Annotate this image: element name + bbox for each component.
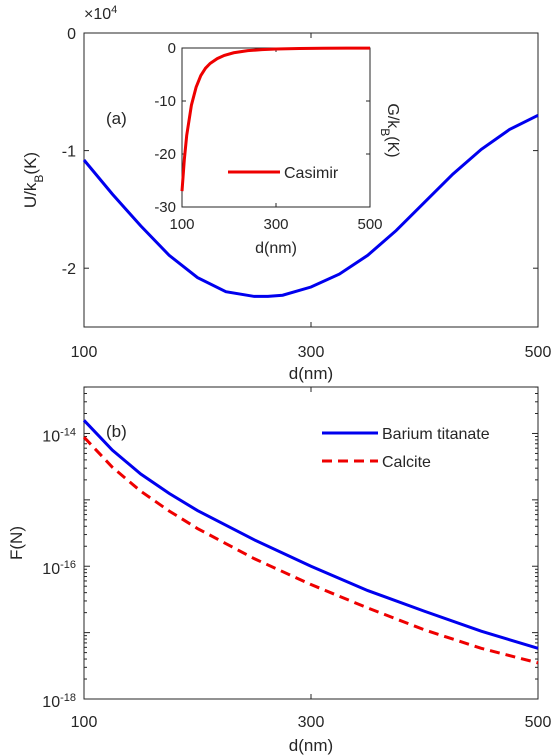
panel-label-a: (a) [106,109,127,128]
series-line-b [82,436,539,665]
inset-x-tick-label: 500 [357,216,382,233]
inset-y-tick-label: 0 [168,40,176,57]
panel-b: 100 300 500 10-14 10-16 10-18 Barium titanate C… [7,386,552,755]
panel-label-b: (b) [106,422,127,441]
inset-y-tick-label: -10 [154,93,176,110]
x-axis-label-b: d(nm) [289,736,333,755]
inset-y-tick-label: -20 [154,146,176,163]
y-tick-label-a: 0 [67,26,76,43]
x-tick-label-a: 100 [71,344,98,361]
y-tick-label-b: 10-16 [42,559,76,578]
x-tick-label-a: 500 [525,344,552,361]
inset-x-tick-label: 100 [169,216,194,233]
y-tick-label-b: 10-14 [42,426,76,445]
inset-panel: 100 300 500 0 -10 -20 -30 Casimir d(nm) G/kB(K) [154,40,401,257]
y-tick-label-b: 10-18 [42,692,76,711]
x-tick-label-a: 300 [298,344,325,361]
inset-y-axis-label: G/kB(K) [378,103,401,157]
x-axis-label-a: d(nm) [289,364,333,383]
legend-label-b: Barium titanate [382,426,490,443]
panel-a: 100 300 500 0 -1 -2 ×104 (a) d(nm) U/kB(K) [21,4,551,383]
y-axis-label-a: U/kB(K) [21,152,46,208]
inset-x-axis-label: d(nm) [255,240,297,257]
y-tick-label-a: -2 [62,261,76,278]
inset-x-tick-label: 300 [263,216,288,233]
legend-label-b: Calcite [382,454,431,471]
series-line-a [82,113,539,298]
inset-y-tick-label: -30 [154,199,176,216]
x-tick-label-b: 100 [71,714,98,731]
x-tick-label-b: 300 [298,714,325,731]
x-tick-label-b: 500 [525,714,552,731]
inset-axes-box [181,47,371,208]
series-line-b [82,419,539,650]
y-tick-label-a: -1 [62,144,76,161]
inset-series-line [180,46,371,192]
exponent-label-a: ×104 [84,4,117,23]
inset-legend-label: Casimir [284,165,339,182]
y-axis-label-b: F(N) [7,526,26,560]
